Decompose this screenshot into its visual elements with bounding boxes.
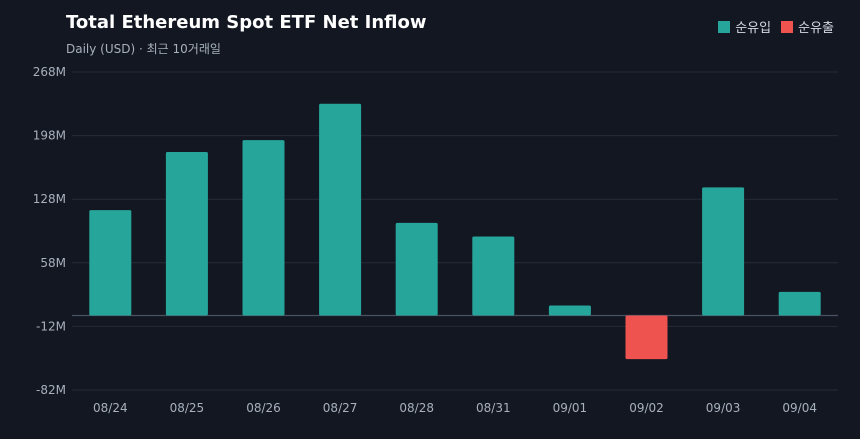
legend-item-inflow[interactable]: 순유입 (718, 17, 771, 36)
x-tick-label: 08/31 (476, 401, 511, 415)
chart-subtitle: Daily (USD) · 최근 10거래일 (66, 42, 221, 56)
bar[interactable] (778, 291, 821, 316)
bar[interactable] (395, 222, 438, 316)
x-tick-label: 09/04 (782, 401, 817, 415)
x-tick-label: 09/03 (706, 401, 741, 415)
legend: 순유입 순유출 (708, 17, 834, 36)
x-tick-label: 08/27 (323, 401, 358, 415)
x-tick-label: 09/02 (629, 401, 664, 415)
legend-label-inflow: 순유입 (735, 21, 772, 36)
y-tick-label: -12M (36, 319, 66, 333)
x-tick-label: 08/25 (170, 401, 205, 415)
y-tick-label: 198M (33, 129, 66, 143)
bar[interactable] (242, 140, 285, 316)
bar[interactable] (89, 210, 132, 316)
bar[interactable] (319, 103, 362, 316)
legend-label-outflow: 순유출 (798, 21, 834, 36)
x-tick-label: 08/26 (246, 401, 281, 415)
bar[interactable] (548, 305, 591, 316)
y-tick-label: 268M (33, 65, 66, 79)
x-tick-label: 08/28 (399, 401, 434, 415)
legend-item-outflow[interactable]: 순유출 (781, 17, 834, 36)
bar[interactable] (472, 236, 515, 316)
bar[interactable] (625, 315, 668, 360)
legend-swatch-outflow (781, 20, 794, 33)
legend-swatch-inflow (718, 20, 731, 33)
y-tick-label: 128M (33, 192, 66, 206)
x-tick-label: 08/24 (93, 401, 128, 415)
x-tick-label: 09/01 (553, 401, 588, 415)
y-tick-label: 58M (40, 256, 66, 270)
chart-title: Total Ethereum Spot ETF Net Inflow (66, 12, 427, 33)
bar[interactable] (702, 187, 745, 316)
bar[interactable] (165, 151, 208, 316)
y-tick-label: -82M (36, 383, 66, 397)
